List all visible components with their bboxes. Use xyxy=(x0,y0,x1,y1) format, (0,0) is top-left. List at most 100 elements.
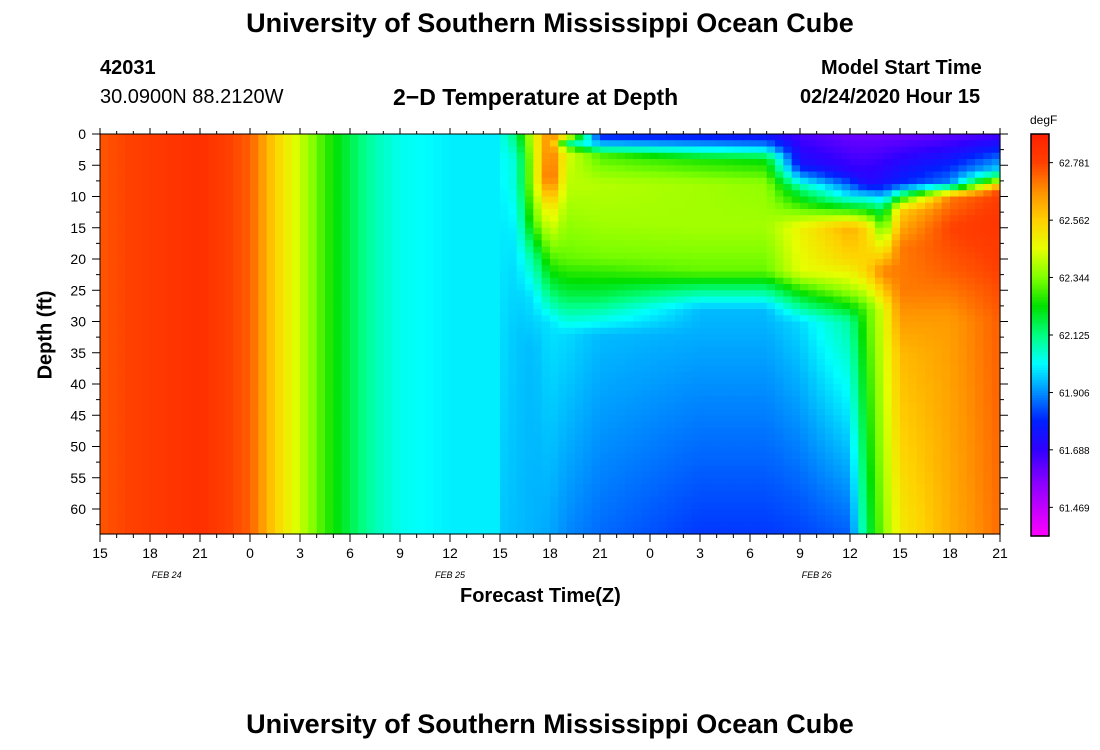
heatmap-cell xyxy=(516,365,526,373)
heatmap-cell xyxy=(325,296,334,304)
heatmap-cell xyxy=(683,459,693,466)
heatmap-cell xyxy=(166,290,176,298)
heatmap-cell xyxy=(283,171,293,179)
heatmap-cell xyxy=(533,434,543,441)
heatmap-cell xyxy=(358,471,368,479)
heatmap-cell xyxy=(316,234,326,241)
heatmap-cell xyxy=(283,259,293,266)
heatmap-cell xyxy=(241,465,251,473)
heatmap-cell xyxy=(191,490,201,498)
heatmap-cell xyxy=(325,359,334,366)
heatmap-cell xyxy=(683,215,693,223)
heatmap-cell xyxy=(125,190,134,198)
heatmap-cell xyxy=(441,527,451,535)
heatmap-cell xyxy=(366,215,376,223)
heatmap-cell xyxy=(225,346,234,354)
heatmap-cell xyxy=(583,177,593,185)
heatmap-cell xyxy=(208,484,218,491)
heatmap-cell xyxy=(308,440,318,448)
heatmap-cell xyxy=(575,252,584,260)
heatmap-cell xyxy=(291,134,301,141)
heatmap-cell xyxy=(275,296,284,304)
heatmap-cell xyxy=(283,221,293,229)
heatmap-cell xyxy=(741,246,751,254)
heatmap-cell xyxy=(625,146,634,154)
heatmap-cell xyxy=(291,371,301,379)
heatmap-cell xyxy=(266,277,276,285)
heatmap-cell xyxy=(133,402,143,410)
heatmap-cell xyxy=(108,309,118,316)
heatmap-cell xyxy=(591,509,601,516)
heatmap-cell xyxy=(691,196,701,204)
heatmap-cell xyxy=(383,396,393,404)
heatmap-cell xyxy=(550,177,559,185)
heatmap-cell xyxy=(533,459,543,466)
heatmap-cell xyxy=(583,515,593,523)
heatmap-cell xyxy=(450,459,459,466)
heatmap-cell xyxy=(525,171,534,179)
heatmap-cell xyxy=(416,296,426,304)
heatmap-cell xyxy=(216,427,226,435)
heatmap-cell xyxy=(516,484,526,491)
heatmap-cell xyxy=(558,509,568,516)
heatmap-cell xyxy=(191,371,201,379)
heatmap-cell xyxy=(283,265,293,273)
heatmap-cell xyxy=(191,415,201,423)
heatmap-cell xyxy=(183,284,193,291)
heatmap-cell xyxy=(691,259,701,266)
heatmap-cell xyxy=(108,265,118,273)
heatmap-cell xyxy=(183,171,193,179)
heatmap-cell xyxy=(675,202,684,210)
heatmap-cell xyxy=(658,190,668,198)
heatmap-cell xyxy=(400,384,409,391)
heatmap-cell xyxy=(216,515,226,523)
heatmap-cell xyxy=(375,509,384,516)
heatmap-cell xyxy=(725,427,734,435)
heatmap-cell xyxy=(658,277,668,285)
heatmap-cell xyxy=(150,359,159,366)
heatmap-cell xyxy=(333,134,343,141)
heatmap-cell xyxy=(683,146,693,154)
heatmap-cell xyxy=(458,352,468,360)
heatmap-cell xyxy=(700,290,709,298)
heatmap-cell xyxy=(641,159,651,166)
heatmap-cell xyxy=(208,196,218,204)
heatmap-cell xyxy=(383,177,393,185)
heatmap-cell xyxy=(216,265,226,273)
heatmap-cell xyxy=(350,496,359,504)
heatmap-cell xyxy=(666,477,676,485)
heatmap-cell xyxy=(408,190,418,198)
heatmap-cell xyxy=(641,171,651,179)
heatmap-cell xyxy=(241,459,251,466)
heatmap-cell xyxy=(533,484,543,491)
heatmap-cell xyxy=(500,384,509,391)
heatmap-cell xyxy=(300,415,309,423)
heatmap-cell xyxy=(341,427,351,435)
heatmap-cell xyxy=(616,359,626,366)
heatmap-cell xyxy=(525,477,534,485)
heatmap-cell xyxy=(541,459,551,466)
heatmap-cell xyxy=(716,215,726,223)
heatmap-cell xyxy=(500,246,509,254)
heatmap-cell xyxy=(108,140,118,148)
heatmap-cell xyxy=(208,396,218,404)
heatmap-cell xyxy=(541,409,551,416)
heatmap-cell xyxy=(375,202,384,210)
heatmap-cell xyxy=(525,190,534,198)
heatmap-cell xyxy=(375,490,384,498)
heatmap-cell xyxy=(300,421,309,429)
heatmap-cell xyxy=(566,459,576,466)
heatmap-cell xyxy=(291,452,301,460)
heatmap-cell xyxy=(416,521,426,529)
heatmap-cell xyxy=(483,259,493,266)
heatmap-cell xyxy=(175,340,184,348)
heatmap-cell xyxy=(716,315,726,323)
heatmap-cell xyxy=(658,215,668,223)
heatmap-cell xyxy=(583,427,593,435)
heatmap-cell xyxy=(608,252,618,260)
heatmap-cell xyxy=(100,271,109,279)
heatmap-cell xyxy=(433,527,443,535)
heatmap-cell xyxy=(283,459,293,466)
heatmap-cell xyxy=(658,471,668,479)
heatmap-cell xyxy=(550,165,559,173)
